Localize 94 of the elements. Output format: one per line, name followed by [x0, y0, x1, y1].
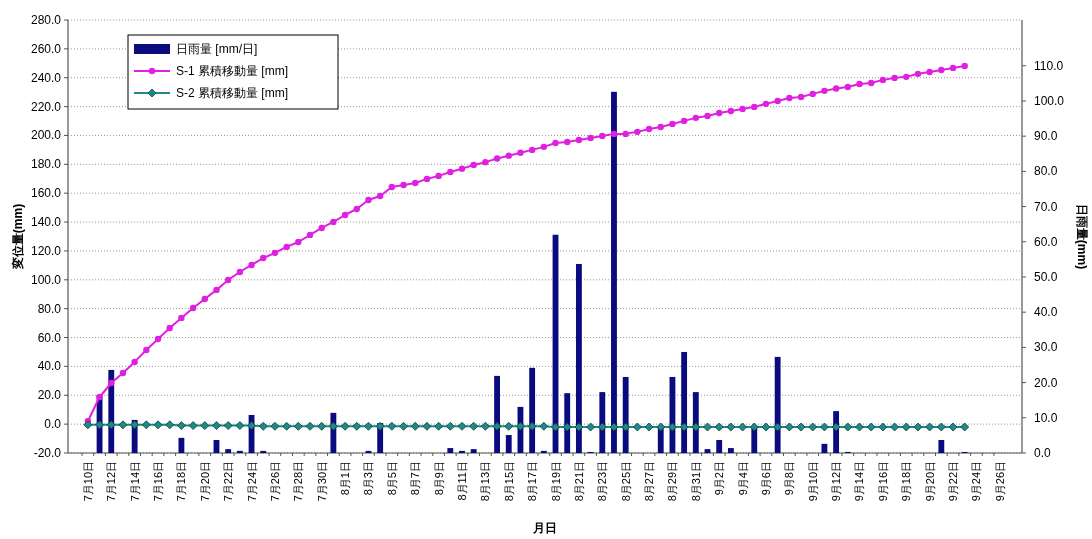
- bar: [540, 450, 547, 453]
- x-tick-label: 7月28日: [292, 461, 305, 502]
- x-tick-label: 8月21日: [572, 461, 585, 502]
- y-tick-label: 80.0: [37, 301, 62, 316]
- y2-tick-label: 90.0: [1034, 129, 1058, 144]
- x-tick-label: 8月27日: [643, 461, 656, 502]
- y-tick-label: 280.0: [30, 13, 62, 27]
- y-tick-label: 180.0: [30, 157, 62, 172]
- x-tick-label: 8月29日: [666, 461, 679, 502]
- x-tick-label: 9月10日: [806, 461, 819, 502]
- bar: [260, 450, 267, 453]
- x-tick-label: 8月3日: [362, 461, 375, 496]
- x-tick-label: 7月30日: [315, 461, 328, 502]
- x-tick-label: 9月2日: [713, 461, 726, 496]
- x-axis-title: 月日: [532, 521, 557, 535]
- x-tick-label: 7月26日: [268, 461, 281, 502]
- y2-tick-label: 20.0: [1034, 375, 1058, 390]
- x-tick-label: 7月16日: [152, 461, 165, 502]
- x-tick-label: 7月12日: [105, 461, 118, 502]
- x-tick-label: 9月8日: [783, 461, 796, 496]
- x-tick-label: 7月20日: [198, 461, 211, 502]
- y-tick-label: 200.0: [30, 128, 62, 143]
- legend-label: 日雨量 [mm/日]: [176, 42, 258, 56]
- y2-axis-title: 日雨量(mm): [1075, 203, 1089, 270]
- x-tick-label: 7月18日: [175, 461, 188, 502]
- x-tick-label: 8月17日: [526, 461, 539, 502]
- y2-tick-label: 10.0: [1034, 410, 1058, 425]
- y-tick-label: 120.0: [30, 243, 62, 258]
- bar: [225, 449, 232, 453]
- legend-label: S-2 累積移動量 [mm]: [176, 86, 289, 100]
- y2-tick-label: 0.0: [1034, 446, 1052, 460]
- bar: [716, 439, 723, 453]
- y-tick-label: 20.0: [37, 388, 62, 403]
- bar: [494, 375, 500, 453]
- x-tick-label: 9月18日: [900, 461, 913, 502]
- y2-tick-label: 40.0: [1034, 305, 1058, 320]
- y2-tick-label: 80.0: [1034, 164, 1058, 179]
- x-tick-label: 9月4日: [736, 461, 749, 496]
- x-tick-label: 9月6日: [759, 461, 772, 496]
- x-tick-label: 8月1日: [339, 461, 352, 496]
- y-tick-label: 60.0: [37, 330, 62, 345]
- bar: [681, 351, 688, 453]
- y-tick-label: 140.0: [30, 215, 62, 230]
- legend-label: S-1 累積移動量 [mm]: [176, 64, 289, 78]
- y-tick-label: 100.0: [30, 272, 62, 287]
- y2-tick-label: 50.0: [1034, 269, 1058, 284]
- x-tick-label: 9月22日: [947, 461, 960, 502]
- y-tick-label: -20.0: [33, 446, 62, 460]
- x-tick-label: 8月19日: [549, 461, 562, 502]
- x-tick-label: 8月13日: [479, 461, 492, 502]
- bar: [938, 439, 945, 453]
- x-tick-label: 8月31日: [689, 461, 702, 502]
- y-tick-label: 160.0: [30, 186, 62, 201]
- bar: [505, 435, 512, 453]
- bar: [178, 437, 185, 453]
- x-tick-label: 8月11日: [455, 461, 468, 501]
- x-tick-label: 8月9日: [432, 461, 445, 496]
- bar: [470, 449, 477, 453]
- x-tick-label: 8月5日: [385, 461, 398, 496]
- bar: [622, 376, 629, 453]
- x-tick-label: 9月12日: [830, 461, 843, 502]
- x-tick-label: 9月16日: [876, 461, 889, 502]
- bar: [774, 356, 781, 453]
- y-axis-title: 変位量(mm): [11, 203, 25, 271]
- x-tick-label: 7月24日: [245, 461, 258, 502]
- bar: [236, 450, 243, 453]
- y2-tick-label: 30.0: [1034, 340, 1058, 355]
- bar: [529, 367, 536, 453]
- y2-tick-label: 70.0: [1034, 199, 1058, 214]
- y2-tick-label: 100.0: [1034, 93, 1065, 108]
- bar: [575, 263, 582, 453]
- x-tick-label: 9月26日: [993, 461, 1006, 502]
- x-tick-label: 9月20日: [923, 461, 936, 502]
- x-tick-label: 7月14日: [128, 461, 141, 502]
- x-tick-label: 9月14日: [853, 461, 866, 502]
- bar: [727, 448, 734, 453]
- x-tick-label: 8月25日: [619, 461, 632, 502]
- y2-tick-label: 110.0: [1034, 58, 1064, 73]
- x-tick-label: 7月22日: [222, 461, 235, 502]
- y-tick-label: 240.0: [30, 70, 62, 85]
- bar: [447, 448, 454, 453]
- bar: [611, 91, 617, 453]
- y-tick-label: 40.0: [37, 359, 62, 374]
- y-tick-label: 260.0: [30, 41, 62, 56]
- x-tick-label: 9月24日: [970, 461, 983, 502]
- y-tick-label: 0.0: [44, 417, 62, 432]
- x-tick-label: 8月7日: [409, 461, 422, 496]
- x-tick-label: 7月10日: [81, 461, 94, 502]
- x-tick-label: 8月23日: [596, 461, 609, 502]
- y-tick-label: 220.0: [30, 99, 62, 114]
- y2-tick-label: 60.0: [1034, 234, 1058, 249]
- bar: [459, 450, 465, 453]
- x-tick-label: 8月15日: [502, 461, 515, 502]
- bar: [821, 443, 828, 453]
